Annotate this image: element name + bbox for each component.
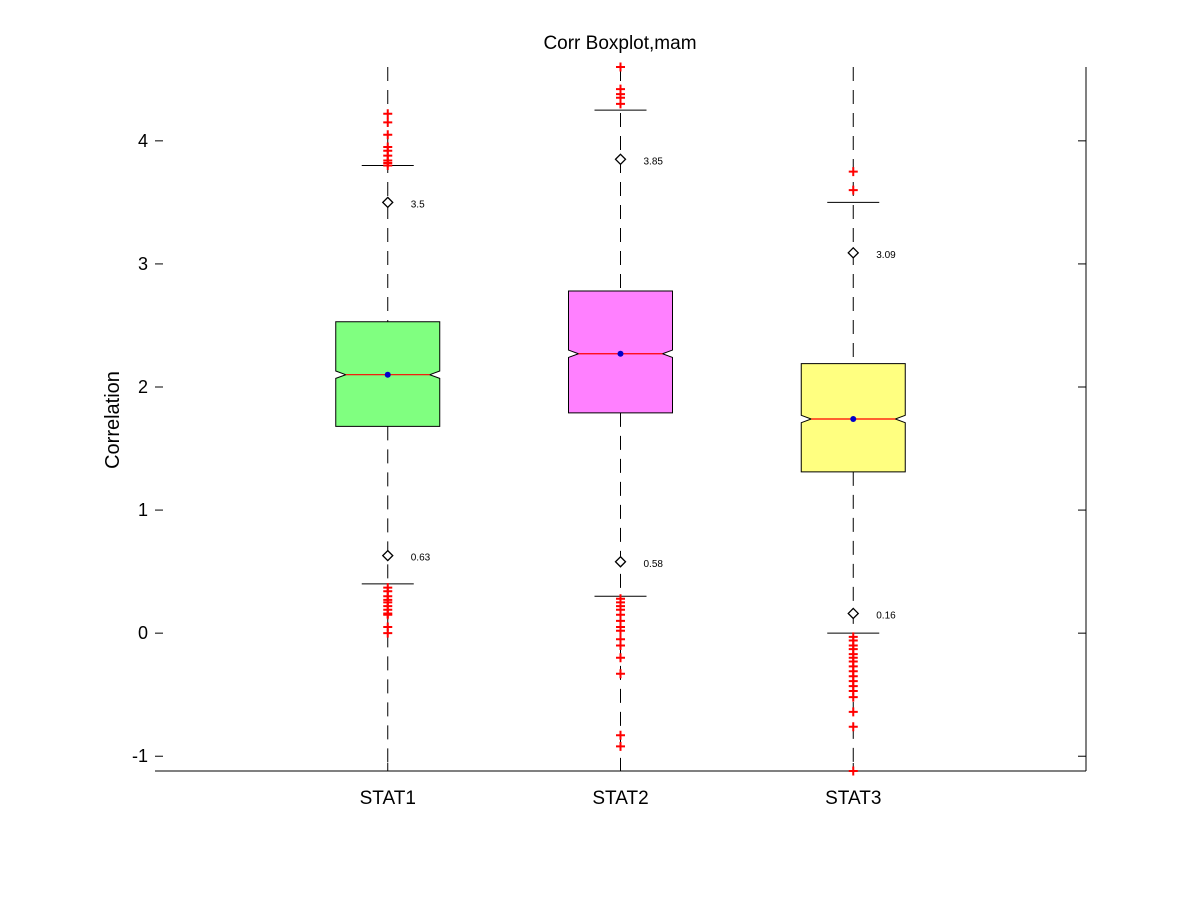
outlier-marker (616, 730, 625, 740)
diamond-label: 3.09 (876, 250, 896, 261)
boxes: 3.5 0.63 3.85 0.58 3.09 0.16 (335, 62, 906, 776)
diamond-label: 3.85 (644, 156, 664, 167)
outlier-marker (848, 167, 858, 177)
outlier-marker (848, 722, 858, 732)
outlier-marker (616, 99, 625, 109)
y-tick-label: 0 (138, 623, 148, 643)
outlier-marker (616, 626, 625, 636)
outlier-marker (848, 766, 858, 776)
diamond-label: 0.16 (876, 610, 896, 621)
box-group: 3.85 0.58 (568, 62, 673, 771)
y-tick-label: 2 (138, 377, 148, 397)
x-tick-label: STAT3 (825, 788, 881, 809)
diamond-label: 0.63 (411, 553, 431, 564)
outlier-marker (383, 109, 393, 119)
outlier-marker (616, 669, 625, 679)
box-group: 3.5 0.63 (335, 67, 441, 771)
outlier-marker (383, 160, 393, 170)
outlier-marker (616, 653, 625, 663)
outlier-marker (383, 117, 393, 127)
outlier-marker (848, 185, 858, 195)
y-tick-label: 4 (138, 131, 148, 151)
diamond-label: 0.58 (644, 559, 664, 570)
outlier-marker (616, 640, 625, 650)
outlier-marker (848, 707, 858, 717)
diamond-marker (847, 607, 860, 620)
diamond-label: 3.5 (411, 199, 425, 210)
outlier-marker (383, 628, 393, 638)
y-tick-label: 3 (138, 254, 148, 274)
mean-marker (384, 371, 391, 378)
diamond-marker (381, 549, 394, 562)
diamond-marker (847, 246, 860, 259)
mean-marker (617, 350, 624, 357)
diamond-marker (614, 153, 627, 166)
chart-title: Corr Boxplot,mam (543, 33, 696, 54)
x-tick-label: STAT1 (360, 788, 416, 809)
outlier-marker (616, 741, 625, 751)
x-tick-label: STAT2 (592, 788, 648, 809)
mean-marker (850, 416, 857, 422)
diamond-marker (614, 555, 627, 568)
outlier-marker (383, 610, 393, 620)
outlier-marker (848, 692, 858, 702)
y-tick-label: -1 (132, 746, 148, 766)
diamond-marker (381, 196, 394, 209)
y-axis-label: Correlation (102, 371, 124, 469)
outlier-marker (616, 62, 625, 72)
y-tick-label: 1 (138, 500, 148, 520)
axes: -1 0 1 2 3 4 STAT1 STAT2 STAT3 (132, 67, 1087, 809)
box-group: 3.09 0.16 (800, 67, 906, 776)
outlier-marker (383, 130, 393, 140)
